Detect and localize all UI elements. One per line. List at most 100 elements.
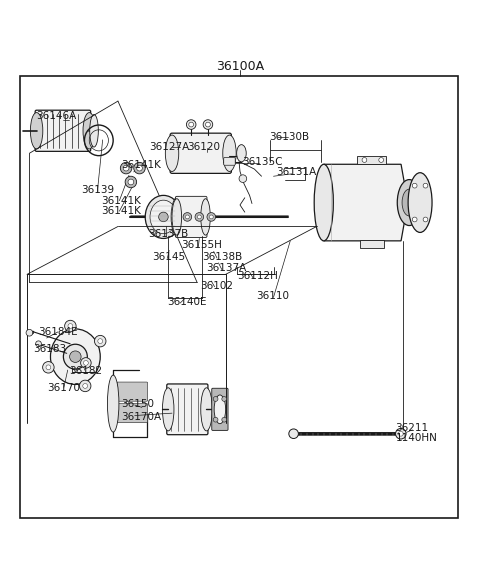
Text: 36183: 36183	[33, 343, 66, 353]
Ellipse shape	[63, 344, 87, 369]
Ellipse shape	[30, 113, 43, 149]
Text: 36135C: 36135C	[242, 157, 283, 167]
Text: 36155H: 36155H	[181, 240, 223, 250]
FancyBboxPatch shape	[167, 384, 208, 435]
Ellipse shape	[201, 199, 210, 235]
FancyBboxPatch shape	[117, 382, 148, 401]
Circle shape	[289, 429, 299, 438]
Circle shape	[203, 120, 213, 129]
FancyBboxPatch shape	[224, 157, 235, 165]
Text: 36141K: 36141K	[101, 206, 141, 216]
Ellipse shape	[408, 173, 432, 232]
Text: 36146A: 36146A	[36, 112, 77, 122]
Ellipse shape	[171, 197, 184, 237]
Ellipse shape	[201, 388, 212, 431]
Text: 36170: 36170	[48, 383, 81, 393]
Circle shape	[84, 360, 88, 365]
Text: 1140HN: 1140HN	[396, 433, 437, 443]
Ellipse shape	[108, 375, 119, 432]
Circle shape	[36, 341, 41, 347]
Circle shape	[79, 380, 91, 392]
Ellipse shape	[402, 189, 417, 216]
Circle shape	[128, 179, 134, 185]
Ellipse shape	[314, 164, 333, 241]
Circle shape	[26, 329, 33, 336]
Circle shape	[207, 212, 216, 221]
Text: 36145: 36145	[152, 252, 185, 262]
Text: 36137A: 36137A	[206, 263, 247, 273]
Ellipse shape	[214, 395, 226, 424]
Ellipse shape	[83, 113, 96, 149]
Text: 36100A: 36100A	[216, 60, 264, 73]
Circle shape	[362, 157, 367, 163]
Text: 36112H: 36112H	[237, 271, 278, 281]
Circle shape	[423, 217, 428, 222]
Ellipse shape	[70, 351, 81, 362]
Circle shape	[213, 417, 218, 422]
Text: 36102: 36102	[200, 281, 233, 291]
Text: 36139: 36139	[81, 185, 114, 195]
Text: 36140E: 36140E	[167, 296, 207, 306]
FancyBboxPatch shape	[20, 76, 458, 518]
Text: 36170A: 36170A	[121, 411, 161, 421]
Circle shape	[137, 165, 143, 171]
Ellipse shape	[158, 212, 168, 222]
Circle shape	[43, 362, 54, 373]
Ellipse shape	[150, 200, 177, 234]
Text: 36138B: 36138B	[202, 252, 242, 262]
Circle shape	[222, 417, 227, 422]
Circle shape	[183, 212, 192, 221]
Polygon shape	[324, 164, 408, 241]
Ellipse shape	[145, 195, 181, 238]
Ellipse shape	[223, 135, 236, 171]
Text: 36110: 36110	[256, 291, 289, 301]
Ellipse shape	[50, 329, 100, 384]
Circle shape	[412, 183, 417, 188]
Circle shape	[205, 122, 210, 127]
Text: 36141K: 36141K	[101, 195, 141, 205]
Circle shape	[239, 175, 247, 183]
Ellipse shape	[165, 135, 179, 171]
Text: 36131A: 36131A	[276, 167, 316, 177]
Text: 36130B: 36130B	[269, 133, 309, 143]
Circle shape	[81, 357, 91, 368]
Circle shape	[95, 335, 106, 347]
Ellipse shape	[90, 114, 98, 147]
FancyBboxPatch shape	[357, 156, 386, 164]
FancyBboxPatch shape	[35, 110, 91, 151]
Circle shape	[186, 120, 196, 129]
Circle shape	[398, 431, 403, 436]
Circle shape	[134, 163, 145, 174]
Circle shape	[98, 339, 103, 343]
Text: 36141K: 36141K	[121, 160, 161, 170]
Circle shape	[197, 215, 201, 219]
Circle shape	[125, 176, 137, 188]
Circle shape	[412, 217, 417, 222]
Circle shape	[423, 183, 428, 188]
Circle shape	[209, 215, 213, 219]
Circle shape	[46, 365, 51, 370]
Circle shape	[120, 163, 132, 174]
Circle shape	[195, 212, 204, 221]
Circle shape	[123, 165, 129, 171]
FancyBboxPatch shape	[360, 240, 384, 248]
FancyBboxPatch shape	[170, 133, 231, 173]
Text: 36211: 36211	[396, 423, 429, 433]
Text: 36137B: 36137B	[148, 229, 188, 239]
Ellipse shape	[397, 180, 421, 225]
Circle shape	[396, 429, 406, 439]
Text: 36120: 36120	[187, 142, 220, 152]
Ellipse shape	[162, 388, 174, 431]
Circle shape	[189, 122, 193, 127]
Circle shape	[185, 215, 189, 219]
FancyBboxPatch shape	[212, 388, 228, 430]
Text: 36182: 36182	[69, 366, 102, 376]
FancyBboxPatch shape	[117, 404, 148, 423]
Circle shape	[222, 397, 227, 402]
Circle shape	[68, 323, 73, 329]
Text: 36127A: 36127A	[149, 142, 189, 152]
Circle shape	[83, 383, 87, 389]
Circle shape	[65, 321, 76, 332]
Ellipse shape	[172, 199, 181, 235]
Circle shape	[213, 397, 218, 402]
